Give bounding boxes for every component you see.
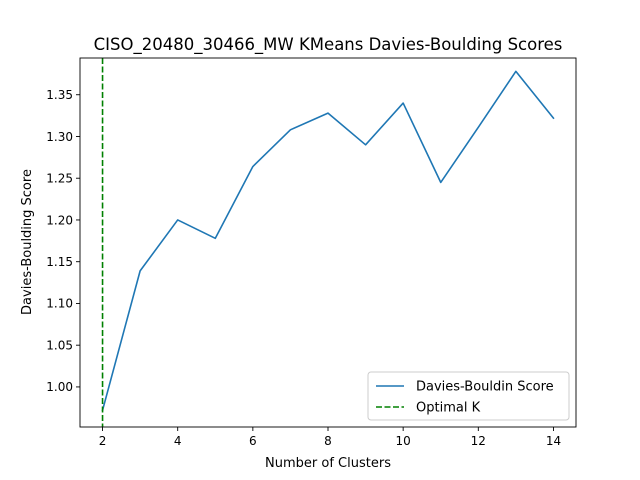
y-tick-label: 1.15 [46, 255, 73, 269]
x-tick-label: 4 [174, 434, 182, 448]
y-tick-label: 1.35 [46, 88, 73, 102]
chart-title: CISO_20480_30466_MW KMeans Davies-Bouldi… [94, 35, 563, 55]
y-tick-label: 1.00 [46, 380, 73, 394]
series-line-1 [101, 70, 555, 412]
x-tick-label: 6 [249, 434, 257, 448]
legend-label-2: Optimal K [416, 401, 481, 416]
legend-box [367, 371, 570, 421]
x-tick-label: 14 [546, 434, 561, 448]
x-tick-label: 12 [471, 434, 486, 448]
y-axis-label: Davies-Boulding Score [20, 169, 35, 315]
axes: 2 4 6 8 10 12 14 1.00 1.05 1.10 1.15 1.20 1.25 1.30 1.… [46, 57, 577, 448]
plot-area [101, 58, 555, 427]
y-tick-label: 1.10 [46, 297, 73, 311]
x-tick-label: 10 [396, 434, 411, 448]
x-axis-label: Number of Clusters [265, 456, 391, 471]
x-tick-label: 8 [324, 434, 332, 448]
y-tick-label: 1.05 [46, 338, 73, 352]
y-tick-label: 1.25 [46, 172, 73, 186]
x-tick-label: 2 [99, 434, 107, 448]
legend-label-1: Davies-Bouldin Score [416, 380, 554, 395]
legend: Davies-Bouldin Score Optimal K [367, 371, 570, 421]
y-tick-label: 1.30 [46, 130, 73, 144]
y-tick-label: 1.20 [46, 213, 73, 227]
